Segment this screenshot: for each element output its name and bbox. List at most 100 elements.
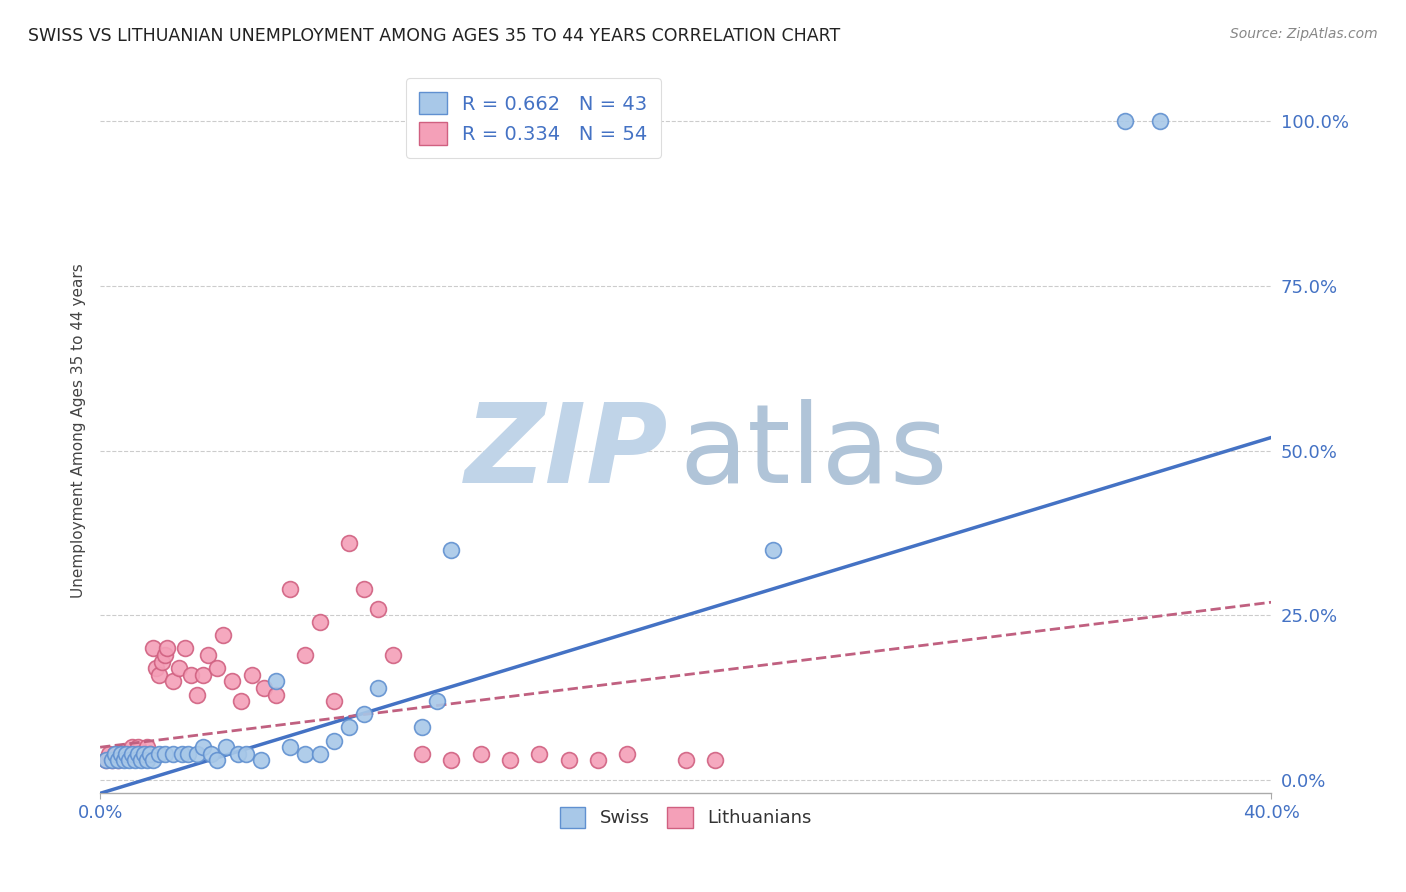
Point bbox=[675, 753, 697, 767]
Point bbox=[212, 628, 235, 642]
Point bbox=[367, 681, 389, 695]
Point bbox=[129, 753, 152, 767]
Point bbox=[191, 740, 214, 755]
Text: atlas: atlas bbox=[679, 400, 948, 506]
Point bbox=[280, 582, 302, 596]
Point bbox=[118, 753, 141, 767]
Point bbox=[101, 753, 124, 767]
Point bbox=[132, 747, 155, 761]
Point bbox=[205, 661, 228, 675]
Point bbox=[529, 747, 551, 761]
Point bbox=[127, 747, 149, 761]
Point bbox=[110, 747, 132, 761]
Point bbox=[97, 747, 120, 761]
Point bbox=[367, 602, 389, 616]
Point bbox=[139, 747, 162, 761]
Point bbox=[337, 721, 360, 735]
Point bbox=[762, 542, 785, 557]
Point bbox=[200, 747, 222, 761]
Point bbox=[280, 740, 302, 755]
Point bbox=[240, 667, 263, 681]
Text: Source: ZipAtlas.com: Source: ZipAtlas.com bbox=[1230, 27, 1378, 41]
Point bbox=[499, 753, 522, 767]
Y-axis label: Unemployment Among Ages 35 to 44 years: Unemployment Among Ages 35 to 44 years bbox=[72, 263, 86, 599]
Point bbox=[136, 753, 159, 767]
Point bbox=[205, 753, 228, 767]
Point bbox=[411, 747, 433, 761]
Point bbox=[107, 753, 129, 767]
Point bbox=[156, 641, 179, 656]
Point bbox=[177, 747, 200, 761]
Point bbox=[381, 648, 404, 662]
Point bbox=[1114, 114, 1136, 128]
Point bbox=[616, 747, 638, 761]
Point bbox=[557, 753, 579, 767]
Point bbox=[197, 648, 219, 662]
Point bbox=[162, 674, 184, 689]
Point bbox=[186, 747, 208, 761]
Point bbox=[150, 655, 173, 669]
Point bbox=[101, 753, 124, 767]
Point bbox=[118, 747, 141, 761]
Point bbox=[110, 747, 132, 761]
Point bbox=[294, 648, 316, 662]
Point bbox=[136, 740, 159, 755]
Point bbox=[115, 747, 138, 761]
Point bbox=[264, 674, 287, 689]
Legend: Swiss, Lithuanians: Swiss, Lithuanians bbox=[553, 800, 818, 835]
Text: ZIP: ZIP bbox=[464, 400, 668, 506]
Point bbox=[215, 740, 238, 755]
Point bbox=[167, 661, 190, 675]
Point bbox=[253, 681, 276, 695]
Point bbox=[153, 648, 176, 662]
Point bbox=[115, 747, 138, 761]
Point bbox=[323, 694, 346, 708]
Text: SWISS VS LITHUANIAN UNEMPLOYMENT AMONG AGES 35 TO 44 YEARS CORRELATION CHART: SWISS VS LITHUANIAN UNEMPLOYMENT AMONG A… bbox=[28, 27, 841, 45]
Point bbox=[107, 753, 129, 767]
Point bbox=[323, 733, 346, 747]
Point bbox=[162, 747, 184, 761]
Point bbox=[353, 582, 375, 596]
Point bbox=[121, 747, 143, 761]
Point bbox=[180, 667, 202, 681]
Point bbox=[308, 615, 330, 629]
Point bbox=[94, 753, 117, 767]
Point bbox=[104, 747, 127, 761]
Point bbox=[229, 694, 252, 708]
Point bbox=[440, 753, 463, 767]
Point bbox=[112, 747, 135, 761]
Point bbox=[174, 641, 197, 656]
Point bbox=[142, 641, 165, 656]
Point bbox=[186, 688, 208, 702]
Point bbox=[124, 747, 146, 761]
Point bbox=[235, 747, 257, 761]
Point bbox=[411, 721, 433, 735]
Point bbox=[142, 753, 165, 767]
Point bbox=[139, 747, 162, 761]
Point bbox=[148, 667, 170, 681]
Point bbox=[586, 753, 609, 767]
Point bbox=[132, 747, 155, 761]
Point bbox=[294, 747, 316, 761]
Point bbox=[191, 667, 214, 681]
Point bbox=[440, 542, 463, 557]
Point bbox=[124, 753, 146, 767]
Point bbox=[703, 753, 725, 767]
Point bbox=[104, 747, 127, 761]
Point bbox=[145, 661, 167, 675]
Point bbox=[337, 536, 360, 550]
Point bbox=[94, 753, 117, 767]
Point bbox=[148, 747, 170, 761]
Point bbox=[250, 753, 273, 767]
Point bbox=[426, 694, 449, 708]
Point bbox=[353, 707, 375, 722]
Point bbox=[112, 753, 135, 767]
Point bbox=[1149, 114, 1171, 128]
Point bbox=[221, 674, 243, 689]
Point bbox=[121, 740, 143, 755]
Point bbox=[172, 747, 194, 761]
Point bbox=[264, 688, 287, 702]
Point bbox=[308, 747, 330, 761]
Point bbox=[129, 747, 152, 761]
Point bbox=[226, 747, 249, 761]
